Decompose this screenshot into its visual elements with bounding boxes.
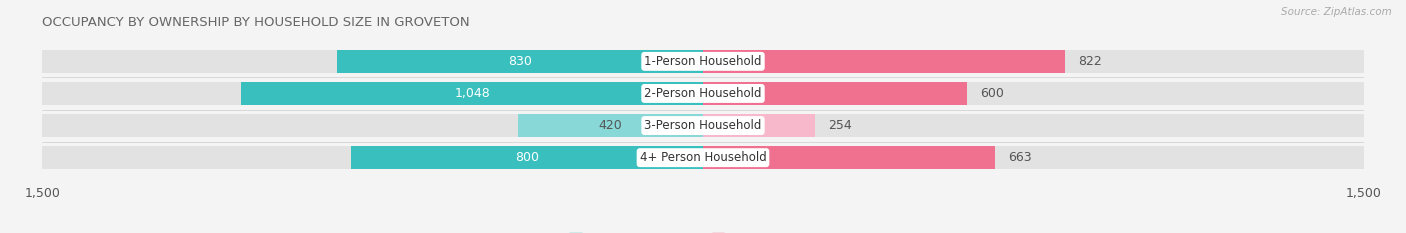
Text: 254: 254: [828, 119, 852, 132]
Text: 3-Person Household: 3-Person Household: [644, 119, 762, 132]
Bar: [337, 50, 703, 73]
Bar: [42, 82, 1364, 105]
Text: 800: 800: [515, 151, 538, 164]
Bar: [42, 146, 1364, 169]
Text: 822: 822: [1078, 55, 1102, 68]
Text: 1,048: 1,048: [454, 87, 491, 100]
Text: 2-Person Household: 2-Person Household: [644, 87, 762, 100]
Bar: [517, 114, 703, 137]
Legend: Owner-occupied, Renter-occupied: Owner-occupied, Renter-occupied: [564, 228, 842, 233]
Text: 4+ Person Household: 4+ Person Household: [640, 151, 766, 164]
Text: 830: 830: [508, 55, 531, 68]
Text: 1-Person Household: 1-Person Household: [644, 55, 762, 68]
Text: 663: 663: [1008, 151, 1032, 164]
Bar: [703, 50, 1066, 73]
Bar: [703, 146, 995, 169]
Text: OCCUPANCY BY OWNERSHIP BY HOUSEHOLD SIZE IN GROVETON: OCCUPANCY BY OWNERSHIP BY HOUSEHOLD SIZE…: [42, 16, 470, 29]
Text: 600: 600: [980, 87, 1004, 100]
Bar: [350, 146, 703, 169]
Bar: [703, 82, 967, 105]
Text: Source: ZipAtlas.com: Source: ZipAtlas.com: [1281, 7, 1392, 17]
Bar: [703, 114, 815, 137]
Bar: [242, 82, 703, 105]
Text: 420: 420: [599, 119, 623, 132]
Bar: [42, 114, 1364, 137]
Bar: [42, 50, 1364, 73]
